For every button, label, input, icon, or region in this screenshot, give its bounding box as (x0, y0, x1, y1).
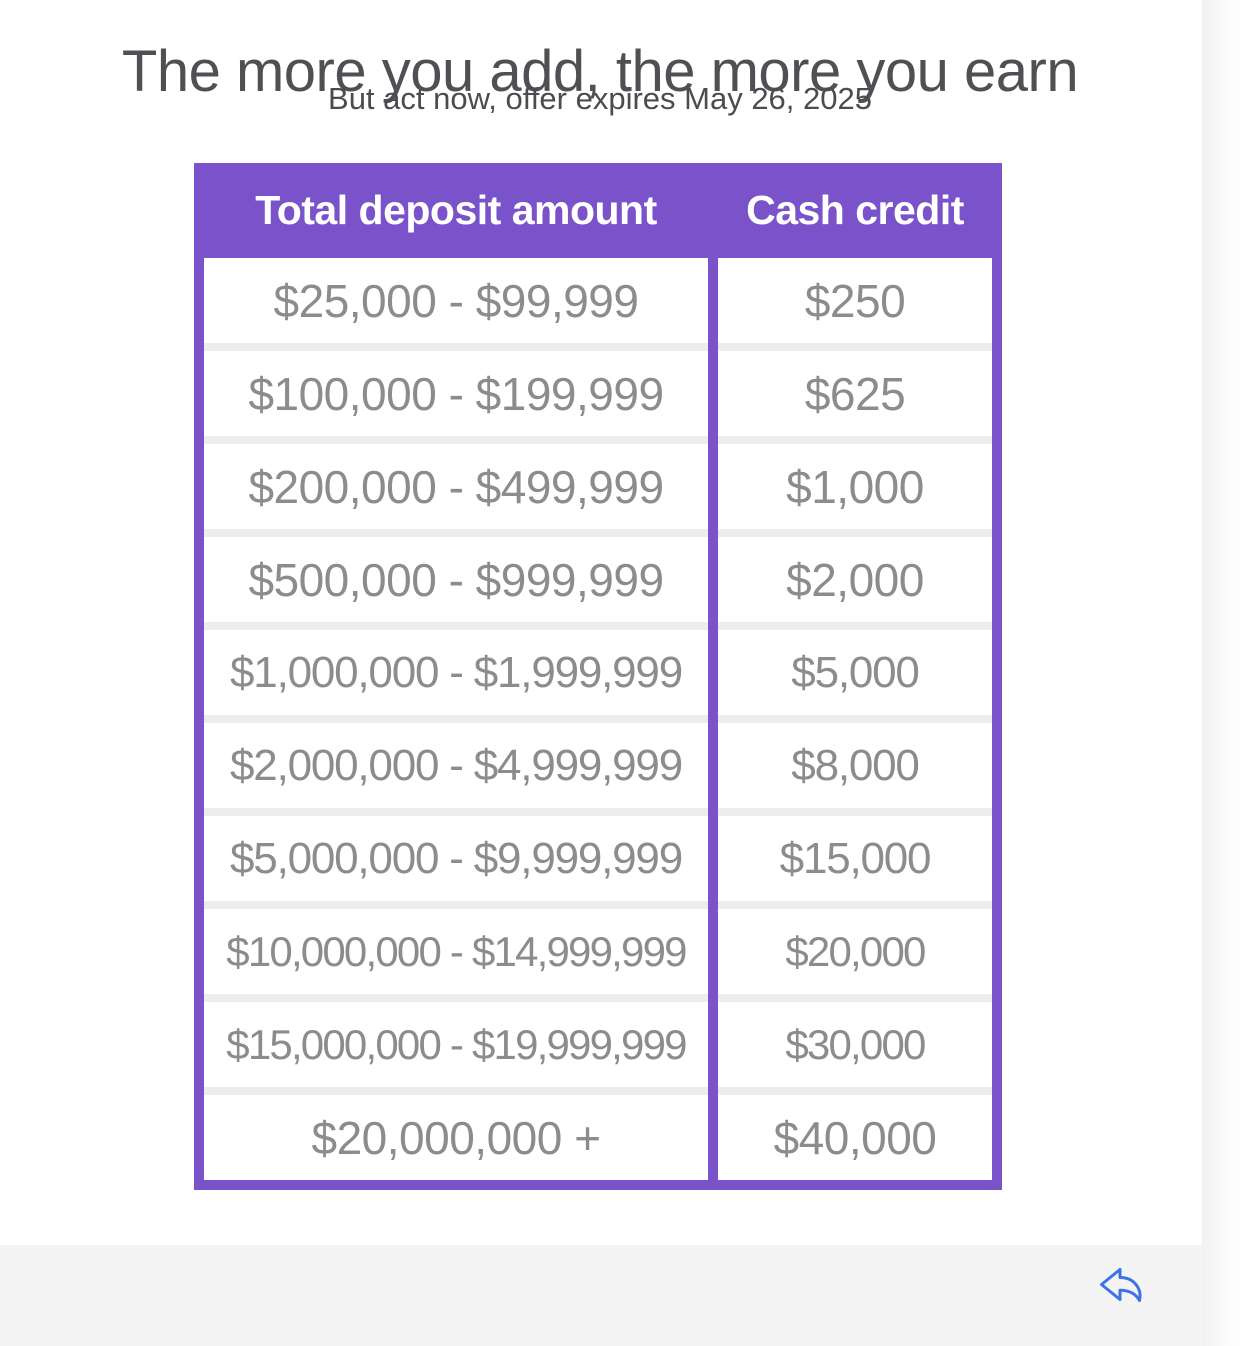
deposit-cell: $5,000,000 - $9,999,999 (204, 816, 708, 901)
credit-cell: $1,000 (718, 444, 992, 529)
deposit-cell: $100,000 - $199,999 (204, 351, 708, 436)
header-total-deposit: Total deposit amount (255, 187, 657, 233)
deposit-cell: $10,000,000 - $14,999,999 (204, 909, 708, 994)
page-edge-shadow (1202, 0, 1249, 1346)
table-header-row: Total deposit amount Cash credit (204, 163, 992, 258)
deposit-cell: $2,000,000 - $4,999,999 (204, 723, 708, 808)
credit-cell: $5,000 (718, 630, 992, 715)
reply-icon (1100, 1268, 1142, 1302)
credit-cell: $15,000 (718, 816, 992, 901)
header-cash-credit: Cash credit (746, 187, 964, 233)
deposit-cell: $1,000,000 - $1,999,999 (204, 630, 708, 715)
credit-cell: $8,000 (718, 723, 992, 808)
credit-cell: $625 (718, 351, 992, 436)
deposit-column: $25,000 - $99,999 $100,000 - $199,999 $2… (204, 258, 708, 1180)
deposit-cell: $200,000 - $499,999 (204, 444, 708, 529)
credit-cell: $40,000 (718, 1095, 992, 1180)
offer-table: Total deposit amount Cash credit $25,000… (194, 163, 1002, 1190)
credit-cell: $250 (718, 258, 992, 343)
page-title: The more you add, the more you earn (121, 38, 1079, 104)
deposit-cell: $15,000,000 - $19,999,999 (204, 1002, 708, 1087)
credit-column: $250 $625 $1,000 $2,000 $5,000 $8,000 $1… (718, 258, 992, 1180)
reply-button[interactable] (1096, 1263, 1148, 1311)
mail-toolbar (0, 1245, 1249, 1346)
deposit-cell: $25,000 - $99,999 (204, 258, 708, 343)
page-subtitle: But act now, offer expires May 26, 2025 (328, 81, 872, 116)
deposit-cell: $20,000,000 + (204, 1095, 708, 1180)
deposit-cell: $500,000 - $999,999 (204, 537, 708, 622)
credit-cell: $20,000 (718, 909, 992, 994)
credit-cell: $2,000 (718, 537, 992, 622)
credit-cell: $30,000 (718, 1002, 992, 1087)
table-body: $25,000 - $99,999 $100,000 - $199,999 $2… (204, 258, 992, 1180)
